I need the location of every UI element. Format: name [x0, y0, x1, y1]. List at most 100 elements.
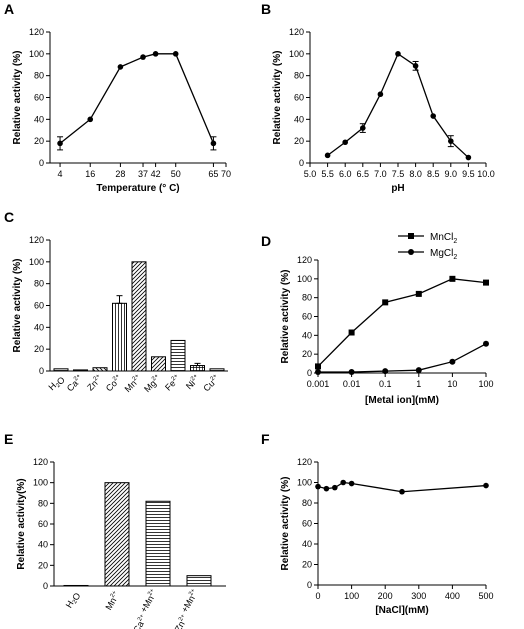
x-tick-label: 0.01: [343, 379, 361, 389]
bar: [131, 261, 147, 372]
data-point: [342, 139, 349, 146]
series-line: [317, 278, 487, 367]
x-tick-label: Fe2+: [163, 373, 183, 393]
y-tick-label: 80: [38, 498, 48, 508]
bar: [112, 302, 127, 372]
data-point: [210, 140, 217, 147]
panel-label: A: [4, 1, 14, 17]
data-point: [315, 483, 321, 490]
y-tick-label: 0: [39, 158, 44, 168]
data-point: [315, 363, 321, 370]
data-point: [412, 63, 419, 69]
data-point: [348, 369, 355, 376]
x-tick-label: 5.5: [321, 169, 334, 179]
x-tick-label: Co2+: [104, 373, 124, 393]
chart-panel-B: B 0 20 40 60 80 100 120 Relative activity (%) 5.0…: [261, 1, 495, 194]
x-tick-label: 50: [171, 169, 181, 179]
y-tick-label: 40: [38, 540, 48, 550]
data-point: [415, 290, 422, 297]
panel-label: D: [261, 233, 271, 249]
y-tick-label: 80: [302, 293, 312, 303]
legend-marker: [408, 249, 414, 255]
bar: [104, 482, 130, 587]
y-tick-label: 100: [297, 478, 312, 488]
data-point: [348, 480, 355, 487]
y-axis-label: Relative activity (%): [280, 477, 291, 571]
y-tick-label: 40: [302, 330, 312, 340]
data-point: [332, 484, 338, 491]
x-tick-label: 37: [138, 169, 148, 179]
data-point: [324, 152, 331, 159]
data-point: [483, 279, 489, 286]
y-tick-label: 120: [297, 255, 312, 265]
x-tick-label: Zn2+: [85, 373, 105, 393]
y-tick-label: 20: [302, 560, 312, 570]
data-point: [448, 138, 454, 144]
y-tick-label: 60: [34, 93, 44, 103]
x-axis-label: [Metal ion](mM): [365, 395, 439, 406]
x-tick-label: Zn2+ +Mn2+: [169, 588, 204, 629]
x-tick-label: 9.5: [462, 169, 475, 179]
x-axis-label: pH: [391, 183, 404, 194]
x-tick-label: 0.1: [379, 379, 392, 389]
y-tick-label: 80: [302, 498, 312, 508]
data-point: [382, 299, 389, 306]
x-tick-label: 28: [115, 169, 125, 179]
x-tick-label: Mn2+: [103, 590, 122, 612]
series-line: [318, 343, 487, 373]
y-tick-label: 100: [33, 478, 48, 488]
x-tick-label: 65: [208, 169, 218, 179]
y-tick-label: 120: [289, 27, 304, 37]
x-tick-label: 6.5: [357, 169, 370, 179]
bar: [145, 500, 171, 587]
panel-label: B: [261, 1, 271, 17]
y-tick-label: 60: [302, 519, 312, 529]
data-point: [483, 340, 489, 347]
data-point: [449, 275, 456, 282]
chart-panel-C: C 0 20 40 60 80 100 120 Relative activity (%) H2O…: [4, 209, 228, 394]
bar: [186, 575, 212, 587]
data-point: [377, 91, 384, 98]
legend-marker: [408, 233, 414, 239]
data-point: [415, 367, 422, 374]
panel-label: E: [4, 431, 13, 447]
y-tick-label: 100: [29, 49, 44, 59]
y-tick-label: 40: [294, 114, 304, 124]
panel-label: C: [4, 209, 14, 225]
x-tick-label: 500: [478, 591, 493, 601]
y-axis-label: Relative activity (%): [12, 259, 23, 353]
y-axis-label: Relative activity (%): [272, 51, 283, 145]
chart-panel-E: E 0 20 40 60 80 100 120 Relative activity(%) H2O M…: [4, 431, 226, 629]
data-point: [449, 358, 456, 365]
y-tick-label: 40: [302, 539, 312, 549]
x-tick-label: 7.0: [374, 169, 387, 179]
y-tick-label: 0: [39, 366, 44, 376]
y-tick-label: 80: [34, 279, 44, 289]
legend-entry: MnCl2: [430, 232, 457, 245]
y-tick-label: 20: [38, 560, 48, 570]
x-tick-label: 5.0: [304, 169, 317, 179]
x-tick-label: 7.5: [392, 169, 405, 179]
y-tick-label: 20: [34, 344, 44, 354]
bar: [190, 365, 205, 372]
x-tick-label: 100: [344, 591, 359, 601]
x-tick-label: 10: [447, 379, 457, 389]
x-tick-label: 200: [378, 591, 393, 601]
data-point: [117, 64, 124, 70]
y-axis-label: Relative activity (%): [280, 270, 291, 364]
x-tick-label: 0.001: [307, 379, 330, 389]
x-tick-label: 4: [58, 169, 63, 179]
x-tick-label: Ni2+: [184, 373, 202, 391]
series-line: [59, 53, 215, 144]
data-point: [315, 369, 321, 376]
y-tick-label: 100: [29, 257, 44, 267]
data-point: [382, 368, 389, 375]
y-tick-label: 20: [294, 136, 304, 146]
panel-label: F: [261, 431, 270, 447]
y-tick-label: 20: [34, 136, 44, 146]
chart-panel-F: F 0 20 40 60 80 100 120 Relative activity (%) 0 10…: [261, 431, 494, 616]
data-point: [360, 125, 366, 131]
y-tick-label: 120: [29, 235, 44, 245]
x-tick-label: 70: [221, 169, 231, 179]
x-tick-label: Mg2+: [142, 373, 163, 394]
